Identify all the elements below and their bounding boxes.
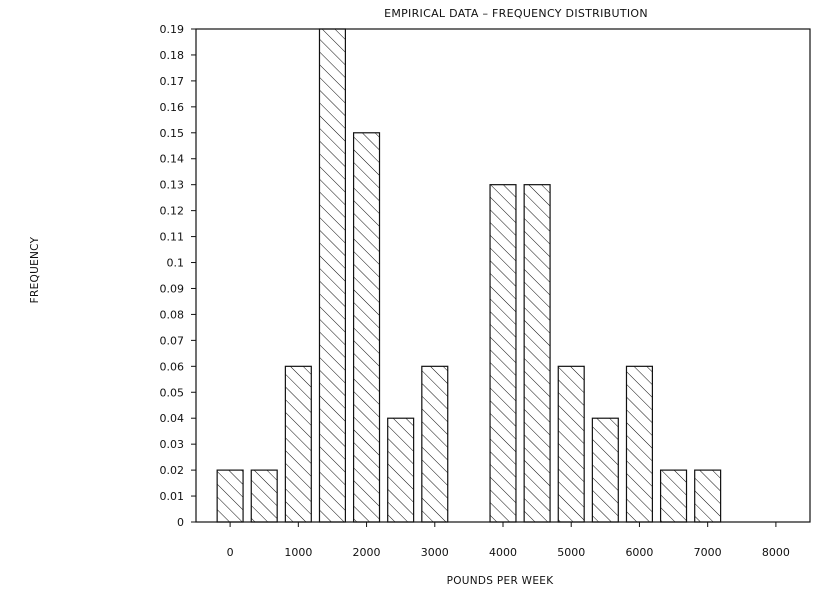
y-tick-label: 0.12 — [160, 205, 185, 218]
x-tick-label: 3000 — [421, 546, 449, 559]
plot-frame — [195, 28, 811, 523]
bar-500 — [250, 469, 278, 523]
y-tick-label: 0.18 — [160, 49, 185, 62]
y-tick-label: 0.01 — [160, 490, 185, 503]
bar-0 — [216, 469, 244, 523]
x-tick-label: 0 — [227, 546, 234, 559]
plot-border — [195, 28, 811, 523]
bar-1500 — [318, 28, 347, 523]
y-axis-label: FREQUENCY — [29, 236, 41, 303]
y-tick-label: 0.02 — [160, 464, 185, 477]
chart-title: EMPIRICAL DATA – FREQUENCY DISTRIBUTION — [384, 7, 648, 20]
y-tick-label: 0.06 — [160, 360, 185, 373]
bar-4000 — [489, 184, 517, 523]
x-tick-label: 7000 — [694, 546, 722, 559]
x-tick-label: 4000 — [489, 546, 517, 559]
bar-2500 — [387, 417, 415, 523]
y-tick-label: 0.05 — [160, 386, 185, 399]
x-tick-label: 2000 — [353, 546, 381, 559]
y-tick-label: 0 — [177, 516, 184, 529]
y-tick-label: 0.13 — [160, 179, 185, 192]
y-tick-label: 0.11 — [160, 231, 185, 244]
x-axis: 0 1000 2000 3000 4000 5000 6000 7000 8000 — [227, 522, 790, 559]
bar-1000 — [284, 365, 312, 523]
y-tick-label: 0.07 — [160, 334, 185, 347]
bar-5000 — [557, 365, 585, 523]
y-tick-label: 0.08 — [160, 308, 185, 321]
y-tick-label: 0.19 — [160, 23, 185, 36]
bars-group — [216, 28, 722, 523]
y-tick-label: 0.15 — [160, 127, 185, 140]
y-tick-label: 0.16 — [160, 101, 185, 114]
y-axis: 0 0.01 0.02 0.03 0.04 0.05 0.06 0.07 0.08 0.09 0.1… — [160, 23, 196, 529]
y-tick-label: 0.14 — [160, 153, 185, 166]
x-tick-label: 8000 — [762, 546, 790, 559]
y-tick-label: 0.03 — [160, 438, 185, 451]
y-tick-label: 0.17 — [160, 75, 185, 88]
y-tick-label: 0.1 — [167, 257, 185, 270]
x-tick-label: 5000 — [557, 546, 585, 559]
x-axis-label: POUNDS PER WEEK — [447, 575, 555, 587]
bar-6000 — [625, 365, 653, 523]
bar-7000 — [694, 469, 722, 523]
x-tick-label: 1000 — [284, 546, 312, 559]
bar-6500 — [659, 469, 688, 523]
x-tick-label: 6000 — [625, 546, 653, 559]
bar-4500 — [523, 184, 551, 523]
bar-2000 — [352, 132, 381, 523]
bar-5500 — [591, 417, 619, 523]
bar-3000 — [421, 365, 449, 523]
y-tick-label: 0.04 — [160, 412, 185, 425]
y-tick-label: 0.09 — [160, 282, 185, 295]
